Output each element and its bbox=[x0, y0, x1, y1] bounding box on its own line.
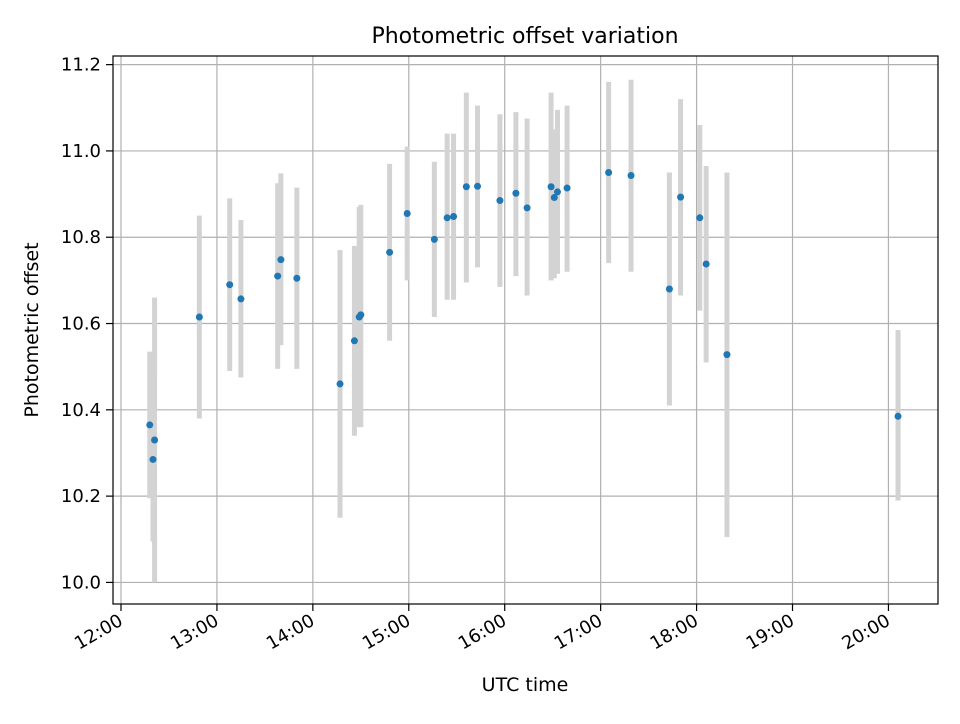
data-point bbox=[350, 337, 358, 345]
data-point bbox=[605, 169, 613, 177]
x-tick-label: 15:00 bbox=[359, 610, 414, 654]
data-point bbox=[474, 182, 482, 190]
data-point bbox=[336, 380, 344, 388]
data-point bbox=[274, 272, 282, 280]
data-point bbox=[403, 209, 411, 217]
data-point bbox=[277, 256, 285, 264]
y-tick-label: 10.4 bbox=[61, 400, 101, 421]
data-point bbox=[550, 194, 558, 202]
plot-frame bbox=[112, 55, 939, 605]
x-tick-label: 13:00 bbox=[167, 610, 222, 654]
x-tick-label: 16:00 bbox=[455, 610, 510, 654]
data-point bbox=[547, 183, 555, 191]
data-point bbox=[677, 193, 685, 201]
x-axis-label: UTC time bbox=[482, 674, 569, 696]
point-layer bbox=[146, 169, 902, 463]
x-tick-label: 14:00 bbox=[263, 610, 318, 654]
y-tick-label: 10.0 bbox=[61, 572, 101, 593]
y-axis-label: Photometric offset bbox=[21, 242, 43, 417]
data-point bbox=[512, 189, 520, 197]
data-point bbox=[146, 421, 154, 429]
x-tick-label: 20:00 bbox=[839, 610, 894, 654]
data-point bbox=[894, 412, 902, 420]
data-point bbox=[195, 313, 203, 321]
data-point bbox=[357, 311, 365, 319]
x-tick-label: 17:00 bbox=[551, 610, 606, 654]
data-point bbox=[627, 172, 635, 180]
data-point bbox=[149, 455, 157, 463]
data-point bbox=[723, 351, 731, 359]
y-tick-label: 10.8 bbox=[61, 227, 101, 248]
y-tick-label: 11.2 bbox=[61, 55, 101, 76]
data-point bbox=[237, 295, 245, 303]
data-point bbox=[496, 197, 504, 205]
data-point bbox=[443, 214, 451, 222]
data-point bbox=[430, 235, 438, 243]
data-point bbox=[702, 260, 710, 268]
x-axis: 12:00 13:00 14:00 15:00 16:00 17:00 18:00 19:00… bbox=[71, 604, 894, 654]
errorbar-layer bbox=[147, 79, 901, 583]
data-point bbox=[151, 436, 159, 444]
x-tick-label: 12:00 bbox=[71, 610, 126, 654]
x-tick-label: 18:00 bbox=[647, 610, 702, 654]
y-axis: 10.0 10.2 10.4 10.6 10.8 11.0 11.2 bbox=[61, 55, 113, 593]
data-point bbox=[226, 281, 234, 289]
data-point bbox=[450, 213, 458, 221]
chart-title: Photometric offset variation bbox=[371, 24, 678, 49]
data-point bbox=[523, 204, 531, 212]
data-point bbox=[386, 248, 394, 256]
data-point bbox=[293, 274, 301, 282]
x-tick-label: 19:00 bbox=[743, 610, 798, 654]
data-point bbox=[665, 285, 673, 293]
data-point bbox=[696, 214, 704, 222]
data-point bbox=[553, 188, 561, 196]
data-point bbox=[563, 184, 571, 192]
y-tick-label: 10.2 bbox=[61, 486, 101, 507]
y-tick-label: 11.0 bbox=[61, 141, 101, 162]
y-tick-label: 10.6 bbox=[61, 314, 101, 335]
data-point bbox=[462, 183, 470, 191]
